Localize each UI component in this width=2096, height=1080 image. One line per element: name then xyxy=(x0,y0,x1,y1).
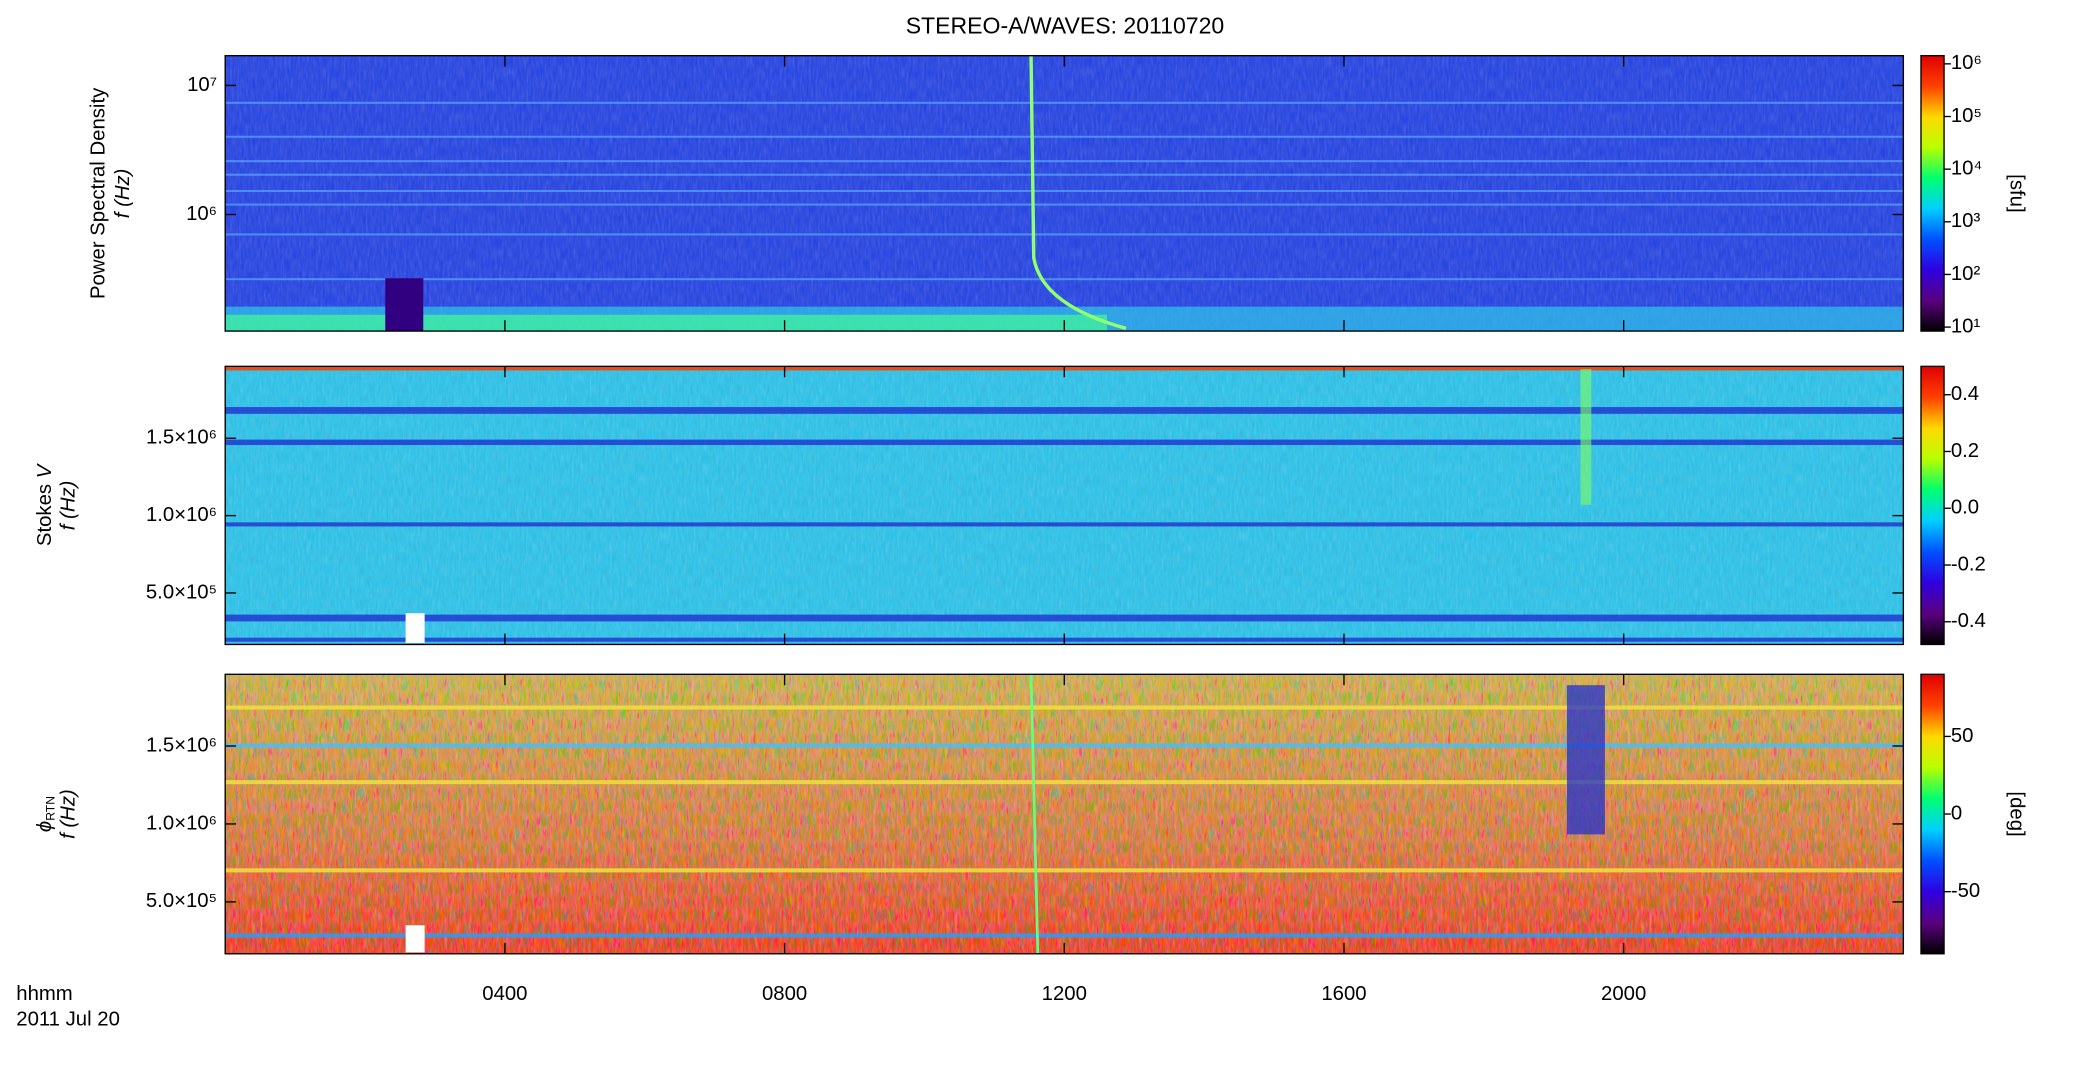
y-tick-label: 5.0×10⁵ xyxy=(146,890,217,912)
colorbar-label: [deg] xyxy=(2006,791,2028,836)
y-axis-label-subscript: RTN xyxy=(44,796,58,821)
colorbar-tick-label: 10¹ xyxy=(1951,315,1981,337)
heatmap-band xyxy=(225,868,1904,873)
colorbar-tick-label: 0.2 xyxy=(1951,440,1979,462)
heatmap-burst xyxy=(1029,55,1127,331)
y-axis-label: Power Spectral Density xyxy=(87,87,109,299)
colorbar-label: [sfu] xyxy=(2006,174,2028,212)
heatmap-gap xyxy=(405,613,425,644)
colorbar-tick-label: -0.4 xyxy=(1951,610,1986,632)
heatmap-band xyxy=(225,135,1904,138)
colorbar-tick-label: 10⁵ xyxy=(1951,105,1982,127)
colorbar xyxy=(1920,55,1945,332)
colorbar-tick-label: 50 xyxy=(1951,725,1974,747)
y-tick-label: 1.5×10⁶ xyxy=(146,734,217,756)
colorbar-tick-label: 0.4 xyxy=(1951,383,1979,405)
colorbar-tick-label: 10⁶ xyxy=(1951,52,1982,74)
x-tick-label: 1600 xyxy=(1321,983,1366,1005)
heatmap-band xyxy=(225,705,1904,710)
y-tick-label: 10⁶ xyxy=(186,203,217,225)
heatmap-band xyxy=(225,314,1108,332)
heatmap-band xyxy=(1566,685,1605,835)
heatmap-band xyxy=(225,780,1904,785)
y-axis-label: ϕRTN xyxy=(35,796,58,832)
heatmap-band xyxy=(225,173,1904,176)
colorbar-tick-label: -50 xyxy=(1951,880,1980,902)
heatmap-band xyxy=(225,933,1904,938)
heatmap-band xyxy=(225,614,1904,622)
heatmap-band xyxy=(225,743,1904,748)
heatmap-gap xyxy=(385,278,424,332)
y-tick-label: 10⁷ xyxy=(187,74,217,96)
y-axis-label: Stokes V xyxy=(35,462,57,546)
x-tick-label: 0800 xyxy=(762,983,807,1005)
chart-title: STEREO-A/WAVES: 20110720 xyxy=(906,12,1225,38)
y-tick-label: 1.0×10⁶ xyxy=(146,504,217,526)
colorbar-tick-label: 10⁴ xyxy=(1951,158,1982,180)
heatmap-texture xyxy=(225,55,1904,332)
heatmap-gap xyxy=(405,925,425,953)
colorbar-tick-label: 0 xyxy=(1951,802,1962,824)
heatmap-band xyxy=(225,439,1904,446)
heatmap-burst xyxy=(1029,674,1040,954)
y-axis-label: f (Hz) xyxy=(112,169,134,219)
heatmap-band xyxy=(225,203,1904,206)
heatmap-band xyxy=(225,160,1904,163)
heatmap-band xyxy=(225,189,1904,193)
heatmap-band xyxy=(225,407,1904,414)
y-axis-label-text: Stokes xyxy=(35,484,57,546)
y-tick-label: 1.5×10⁶ xyxy=(146,427,217,449)
x-tick-label: 2000 xyxy=(1601,983,1646,1005)
colorbar-tick-label: -0.2 xyxy=(1951,553,1986,575)
heatmap-band xyxy=(225,522,1904,527)
y-tick-label: 5.0×10⁵ xyxy=(146,581,217,603)
colorbar-tick-label: 0.0 xyxy=(1951,497,1979,519)
x-tick-label: 0400 xyxy=(482,983,527,1005)
heatmap-band xyxy=(225,101,1904,104)
heatmap-texture xyxy=(225,674,1904,954)
x-tick-label: 1200 xyxy=(1042,983,1087,1005)
colorbar-tick-label: 10³ xyxy=(1951,210,1981,232)
x-axis-label: hhmm xyxy=(16,983,72,1005)
y-axis-label-symbol: V xyxy=(35,462,57,478)
y-axis-label-symbol: ϕ xyxy=(35,821,57,832)
y-axis-label: f (Hz) xyxy=(58,481,80,531)
heatmap-band xyxy=(225,278,1904,281)
colorbar-tick-label: 10² xyxy=(1951,263,1981,285)
date-label: 2011 Jul 20 xyxy=(16,1009,120,1031)
y-axis-label: f (Hz) xyxy=(58,789,80,839)
y-tick-label: 1.0×10⁶ xyxy=(146,812,217,834)
colorbar xyxy=(1920,365,1945,646)
heatmap-burst xyxy=(1580,369,1592,505)
heatmap-band xyxy=(225,233,1904,236)
colorbar xyxy=(1920,673,1945,955)
